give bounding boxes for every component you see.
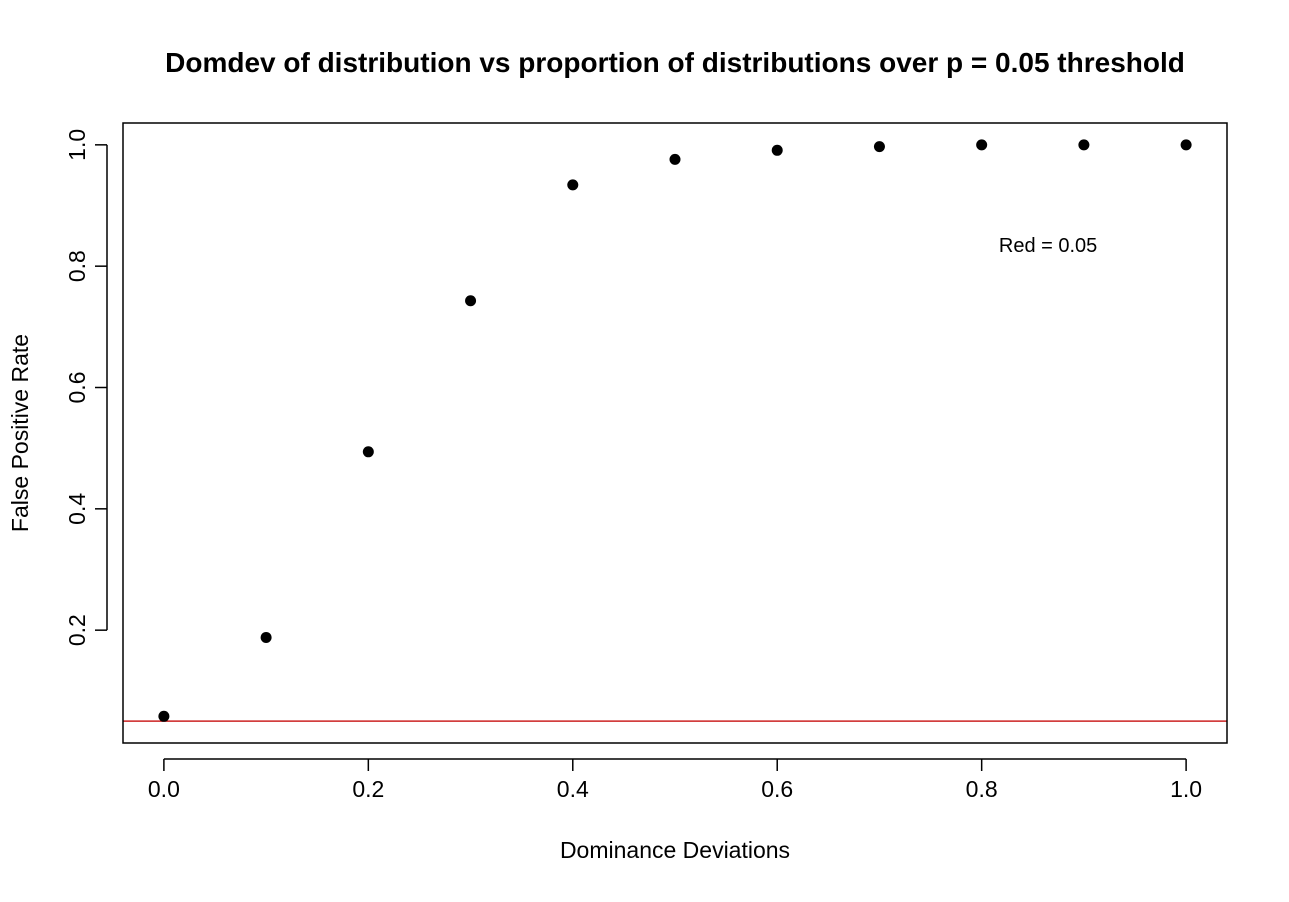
y-tick-label: 0.8: [64, 250, 90, 282]
data-point: [260, 631, 272, 643]
x-axis-label: Dominance Deviations: [560, 837, 790, 863]
data-point: [1078, 139, 1090, 151]
data-point: [1180, 139, 1192, 151]
x-tick-label: 1.0: [1170, 776, 1202, 802]
y-tick-label: 1.0: [64, 129, 90, 161]
y-tick-label: 0.6: [64, 372, 90, 404]
chart-title: Domdev of distribution vs proportion of …: [165, 47, 1185, 78]
data-point: [158, 710, 170, 722]
annotation-layer: Red = 0.05: [999, 235, 1097, 257]
data-point: [567, 179, 579, 191]
data-point: [362, 446, 374, 458]
y-tick-label: 0.2: [64, 614, 90, 646]
x-tick-label: 0.8: [966, 776, 998, 802]
y-tick-label: 0.4: [64, 493, 90, 525]
y-axis-label: False Positive Rate: [7, 334, 33, 532]
data-point: [873, 141, 885, 153]
data-point: [976, 139, 988, 151]
x-tick-label: 0.2: [352, 776, 384, 802]
plot-frame: [122, 122, 1228, 744]
plot-area: [123, 139, 1227, 722]
x-tick-label: 0.0: [148, 776, 180, 802]
data-point: [465, 295, 477, 307]
x-tick-label: 0.4: [557, 776, 589, 802]
x-tick-label: 0.6: [761, 776, 793, 802]
y-axis: 0.2 0.4 0.6 0.8 1.0: [64, 129, 108, 646]
data-point: [669, 153, 681, 165]
x-axis: 0.0 0.2 0.4 0.6 0.8 1.0: [148, 758, 1202, 802]
data-point: [771, 144, 783, 156]
annotation-text: Red = 0.05: [999, 235, 1097, 257]
